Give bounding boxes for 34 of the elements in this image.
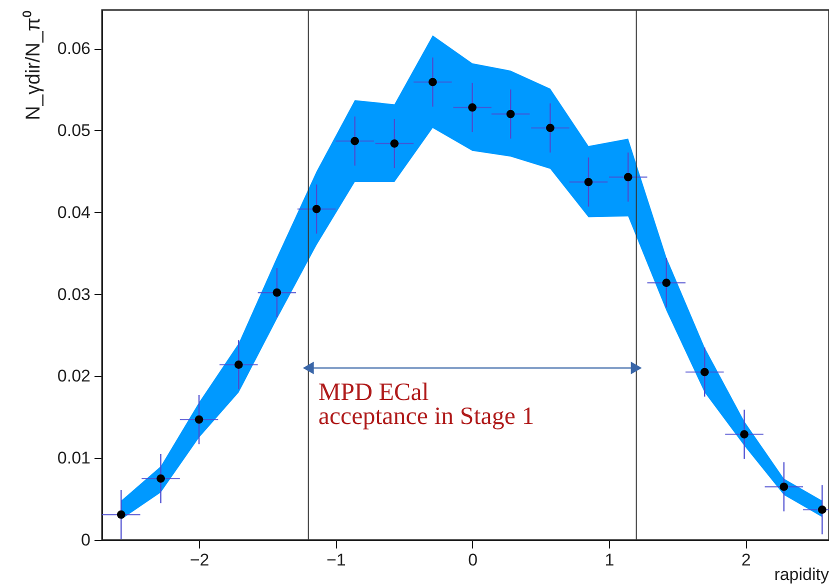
y-tick-label: 0.04 — [57, 202, 90, 222]
point — [624, 172, 632, 182]
point — [700, 368, 709, 376]
y-axis-title: N_γdir/N_π⁰ — [21, 10, 44, 120]
point — [546, 124, 554, 132]
point — [780, 482, 788, 491]
point — [234, 360, 243, 369]
point — [312, 204, 321, 214]
y-tick-label: 0 — [81, 530, 90, 550]
point — [584, 178, 593, 186]
point — [350, 136, 359, 146]
point — [428, 78, 437, 86]
x-tick-label: −1 — [326, 550, 346, 570]
point — [156, 474, 165, 483]
x-tick-label: 1 — [604, 550, 614, 570]
y-tick-label: 0.03 — [57, 284, 90, 304]
y-tick-label: 0.02 — [57, 366, 90, 386]
point — [818, 506, 826, 514]
y-tick-label: 0.01 — [57, 448, 90, 468]
x-tick-label: 2 — [741, 550, 751, 570]
point — [116, 510, 126, 519]
point — [390, 139, 399, 148]
point — [740, 430, 748, 438]
x-tick-label: 0 — [468, 550, 478, 570]
point — [468, 103, 477, 112]
point — [506, 110, 515, 118]
point — [272, 288, 282, 297]
y-tick-label: 0.06 — [57, 39, 90, 58]
annotation: MPD ECal acceptance in Stage 1 — [318, 378, 534, 430]
point — [662, 278, 671, 287]
x-axis-title: rapidity — [774, 565, 829, 584]
y-tick-label: 0.05 — [57, 120, 90, 140]
point — [194, 415, 204, 424]
x-tick-label: −2 — [190, 550, 210, 570]
